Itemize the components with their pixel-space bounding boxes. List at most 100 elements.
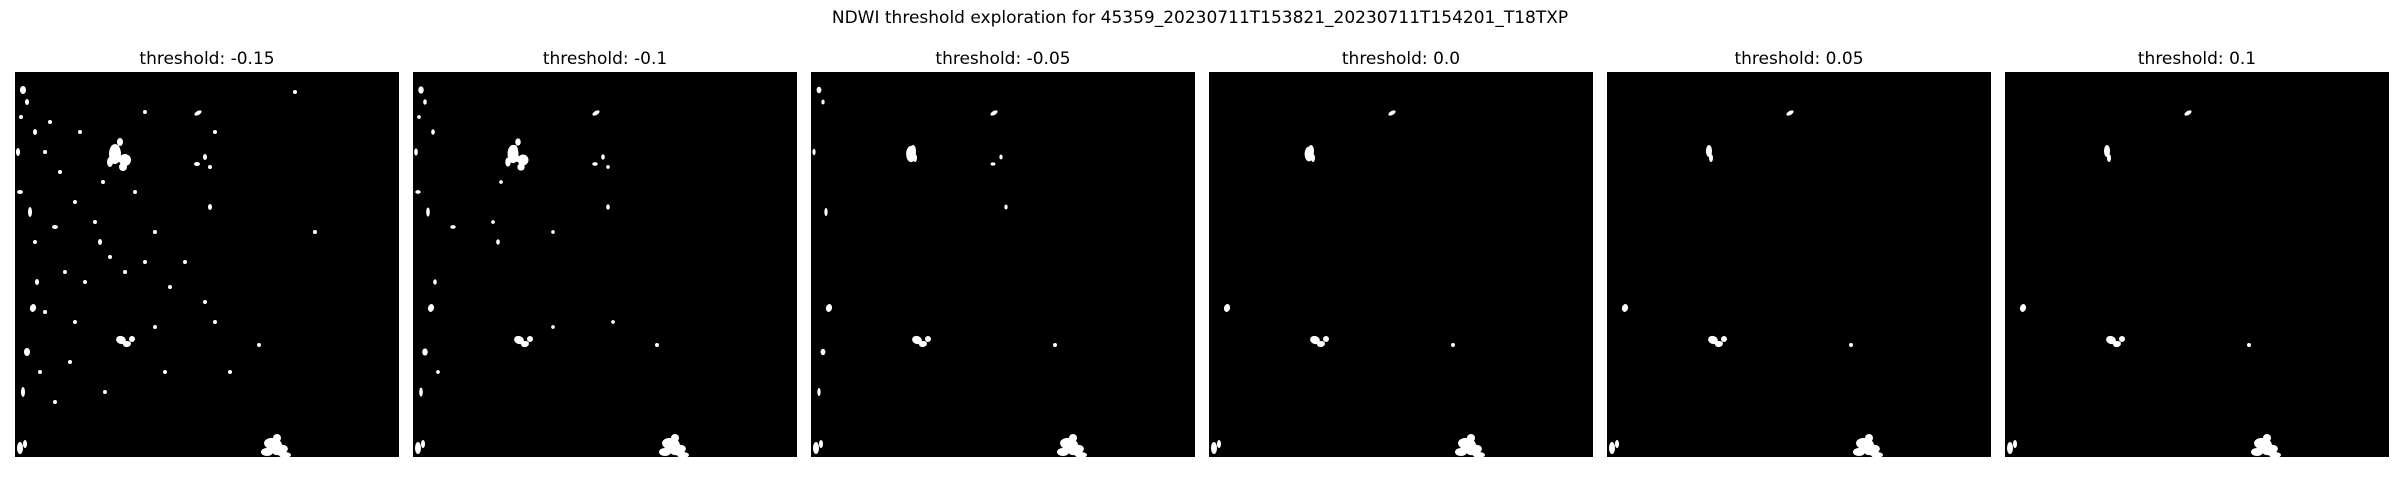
water-body [2013, 440, 2017, 448]
water-body [2019, 304, 2027, 312]
water-body [1473, 452, 1485, 457]
water-pixel-cluster [53, 400, 57, 404]
water-body [2104, 145, 2110, 157]
water-pixel-cluster [491, 220, 495, 224]
water-pixel-cluster [73, 200, 77, 204]
water-pixel-cluster [119, 154, 131, 166]
water-pixel-cluster [20, 86, 26, 94]
water-pixel-cluster [107, 157, 113, 167]
water-pixel-cluster [73, 320, 77, 324]
water-body [677, 452, 689, 457]
water-pixel-cluster [1304, 146, 1314, 162]
mask-svg [16, 86, 317, 457]
water-pixel-cluster [450, 225, 456, 229]
water-body [1217, 440, 1221, 448]
water-pixel-cluster [17, 190, 23, 194]
water-body [514, 335, 524, 345]
water-pixel-cluster [163, 370, 167, 374]
mask-svg [812, 86, 1087, 457]
water-body [1388, 110, 1396, 116]
water-body [825, 304, 833, 312]
water-pixel-cluster [228, 370, 232, 374]
water-pixel-cluster [213, 320, 217, 324]
water-body [427, 304, 435, 312]
water-body [1211, 442, 1217, 454]
water-pixel-cluster [436, 370, 440, 374]
water-body [17, 442, 23, 454]
water-pixel-cluster [143, 110, 147, 114]
water-mask-image [1607, 72, 1991, 457]
water-pixel-cluster [208, 165, 212, 169]
water-pixel-cluster [417, 115, 421, 119]
water-body [1615, 440, 1619, 448]
water-body [527, 336, 533, 342]
water-body [129, 336, 135, 342]
water-body [1069, 434, 1077, 442]
water-body [659, 448, 671, 456]
water-body [2119, 336, 2125, 342]
water-body [1715, 340, 1723, 348]
panel-title: threshold: 0.1 [2137, 49, 2257, 69]
water-body [2106, 335, 2116, 345]
water-body [919, 340, 927, 348]
water-body [1455, 448, 1467, 456]
water-body [655, 343, 659, 347]
panel-title: threshold: 0.0 [1341, 49, 1461, 69]
water-body [1323, 336, 1329, 342]
mask-svg [414, 86, 689, 457]
panel-title: threshold: 0.05 [1734, 49, 1864, 69]
water-body [1053, 343, 1057, 347]
water-pixel-cluster [21, 387, 25, 397]
water-pixel-cluster [313, 230, 317, 234]
water-body [1621, 304, 1629, 312]
water-body [1709, 154, 1713, 162]
water-body [23, 440, 27, 448]
water-body [592, 110, 600, 116]
water-body [2247, 343, 2251, 347]
water-body [2113, 340, 2121, 348]
water-body [2263, 434, 2271, 442]
water-pixel-cluster [203, 154, 207, 160]
water-pixel-cluster [820, 348, 826, 356]
water-pixel-cluster [63, 270, 67, 274]
water-pixel-cluster [38, 370, 42, 374]
water-pixel-cluster [19, 115, 23, 119]
water-body [1721, 336, 1727, 342]
water-pixel-cluster [431, 129, 435, 135]
water-pixel-cluster [415, 190, 421, 194]
water-body [415, 442, 421, 454]
water-pixel-cluster [98, 239, 102, 245]
water-pixel-cluster [906, 145, 916, 163]
water-body [261, 448, 273, 456]
water-body [671, 434, 679, 442]
water-body [1708, 335, 1718, 345]
water-mask-image [413, 72, 797, 457]
water-pixel-cluster [1004, 204, 1008, 210]
water-body [116, 335, 126, 345]
water-pixel-cluster [16, 148, 20, 156]
water-pixel-cluster [611, 320, 615, 324]
water-pixel-cluster [606, 165, 610, 169]
water-body [1057, 448, 1069, 456]
water-pixel-cluster [418, 86, 424, 94]
water-pixel-cluster [517, 163, 525, 171]
water-pixel-cluster [203, 300, 207, 304]
water-pixel-cluster [35, 279, 39, 285]
water-pixel-cluster [78, 130, 82, 134]
water-pixel-cluster [517, 154, 529, 166]
water-pixel-cluster [119, 163, 127, 171]
water-body [990, 110, 998, 116]
water-pixel-cluster [499, 180, 503, 184]
water-body [257, 343, 261, 347]
water-pixel-cluster [505, 157, 511, 167]
water-pixel-cluster [68, 360, 72, 364]
water-pixel-cluster [93, 220, 97, 224]
water-body [123, 340, 131, 348]
water-pixel-cluster [213, 130, 217, 134]
water-pixel-cluster [422, 348, 428, 356]
water-body [1871, 452, 1883, 457]
water-pixel-cluster [496, 239, 500, 245]
panel-title: threshold: -0.05 [935, 49, 1071, 69]
water-body [1317, 340, 1325, 348]
water-pixel-cluster [33, 129, 37, 135]
